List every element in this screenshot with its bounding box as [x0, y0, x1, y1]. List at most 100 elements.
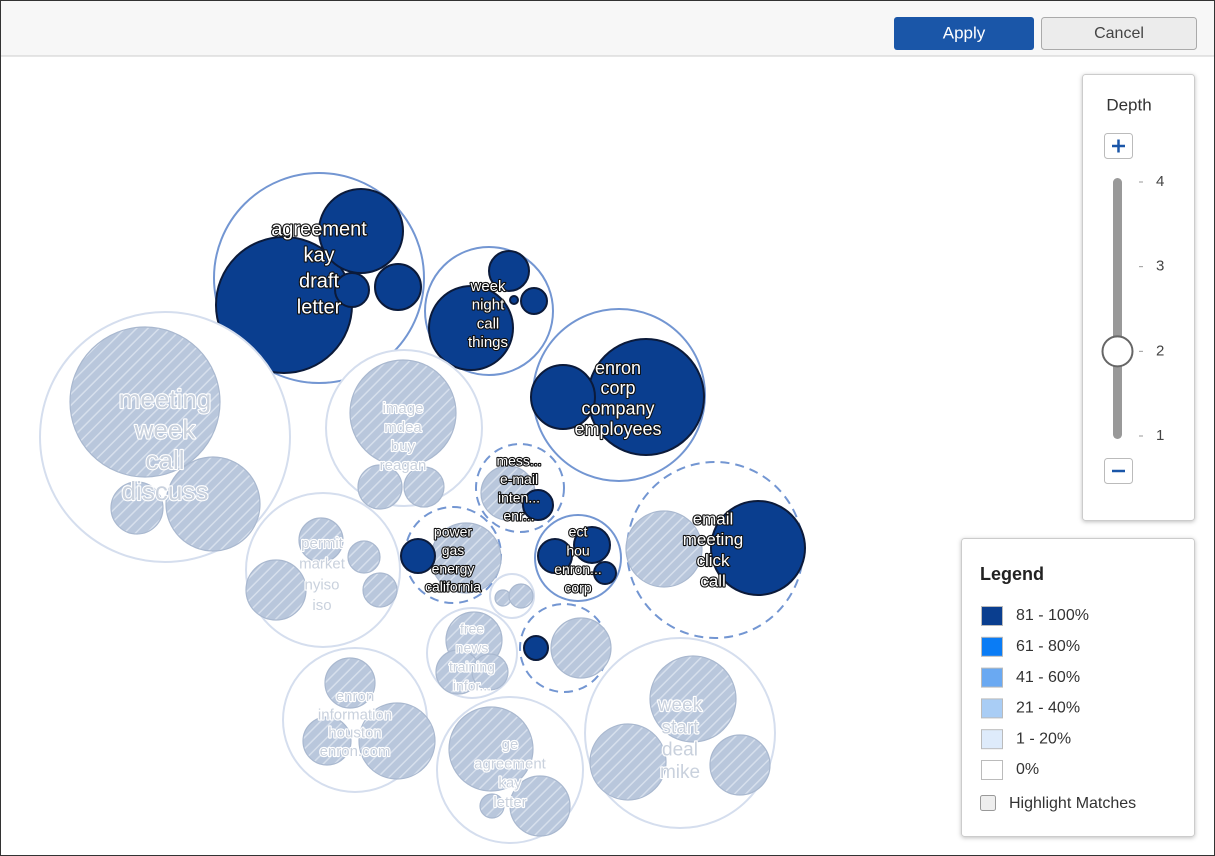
topic-word: ect [569, 524, 588, 540]
topic-bubble [649, 655, 737, 743]
topic-bubble [349, 359, 457, 467]
topic-word: nyiso [304, 576, 339, 593]
slider-track [1113, 178, 1122, 439]
topic-word: inten... [498, 489, 540, 505]
topic-word: call [700, 571, 726, 590]
topic-word: discuss [122, 476, 209, 506]
topic-word: letter [493, 794, 526, 811]
topic-bubble-match [318, 188, 404, 274]
topic-bubble-match [522, 489, 554, 521]
cluster: permit market nyiso iso [245, 492, 401, 648]
topic-word: ge [502, 736, 519, 753]
topic-bubble [69, 326, 221, 478]
topic-bubble [358, 702, 436, 780]
topic-word: call [145, 445, 184, 475]
topic-word: gas [442, 542, 465, 558]
topic-word: mdea [384, 419, 422, 436]
topic-word: houston [328, 725, 381, 742]
topic-word: free [460, 621, 484, 637]
cluster: agreement kay draft letter [213, 172, 425, 384]
topic-word: draft [299, 270, 339, 292]
topic-bubble [302, 716, 352, 766]
topic-bubble-match [523, 635, 549, 661]
topic-bubble [324, 657, 376, 709]
topic-bubble [709, 734, 771, 796]
topic-bubble-match [537, 538, 573, 574]
topic-word: email [693, 509, 734, 528]
cancel-button[interactable] [1041, 17, 1197, 50]
legend-swatch [981, 729, 1003, 750]
topic-word: california [425, 579, 481, 595]
topic-word: corp [600, 378, 635, 398]
topic-word: agreement [474, 755, 547, 772]
topic-word: agreement [271, 218, 367, 240]
topic-bubble [110, 481, 164, 535]
topic-word: mike [660, 762, 700, 783]
plus-icon [1112, 139, 1125, 153]
legend-swatch [981, 760, 1003, 780]
topic-word: enron.com [320, 743, 391, 760]
topic-bubble [508, 583, 534, 609]
topic-bubble [357, 464, 403, 510]
topic-bubble [362, 572, 398, 608]
topic-bubble-match [710, 500, 806, 596]
cluster: power gas energy california [400, 506, 502, 604]
topic-word: week [134, 415, 197, 445]
topic-word: enron [595, 358, 641, 378]
depth-panel [1082, 74, 1195, 521]
cancel-label: Cancel [1094, 25, 1144, 42]
topic-word: things [468, 334, 508, 351]
legend-swatch [981, 667, 1003, 688]
topic-word: infor... [453, 678, 491, 694]
topic-bubble [471, 653, 509, 691]
topic-word: deal [662, 740, 698, 761]
topic-word: letter [297, 296, 342, 318]
topic-word: start [662, 717, 700, 738]
depth-tick-label: 1 [1156, 427, 1164, 444]
legend-label: 0% [1016, 761, 1039, 778]
legend-label: 41 - 60% [1016, 669, 1080, 686]
legend-label: 61 - 80% [1016, 638, 1080, 655]
topic-word: information [318, 706, 392, 723]
topic-bubble-match [428, 285, 514, 371]
topic-word: market [299, 556, 346, 573]
legend-items: 81 - 100% 61 - 80% 41 - 60% 21 - 40% 1 - 20%… [981, 606, 1089, 780]
topic-bubble [479, 793, 505, 819]
topic-word: enron [336, 688, 374, 705]
topic-bubble [625, 510, 703, 588]
topic-word: night [472, 297, 505, 314]
topic-word: week [469, 278, 506, 295]
topic-word: meeting [119, 384, 212, 414]
highlight-label: Highlight Matches [1009, 795, 1136, 812]
topic-word: meeting [683, 530, 743, 549]
legend-swatch [981, 636, 1003, 657]
topic-bubble [403, 466, 445, 508]
highlight-checkbox[interactable] [980, 795, 996, 811]
topic-word: training [449, 659, 495, 675]
depth-scale: 4 3 2 1 [1101, 173, 1164, 444]
topic-word: company [581, 398, 654, 418]
topic-word: buy [391, 438, 416, 455]
topic-word: power [434, 524, 472, 540]
depth-tick-label: 2 [1156, 342, 1164, 359]
apply-button[interactable] [894, 17, 1034, 50]
legend-swatch [981, 606, 1003, 626]
topic-bubble [448, 706, 534, 792]
topic-word: week [657, 695, 703, 716]
topic-word: enron... [554, 561, 601, 577]
topic-bubble-match [520, 287, 548, 315]
legend-swatch [981, 698, 1003, 719]
topic-bubble-match [334, 272, 370, 308]
topic-word: corp [564, 580, 591, 596]
apply-label: Apply [943, 23, 986, 42]
cluster: ge agreement kay letter [436, 696, 584, 844]
legend-title: Legend [980, 564, 1044, 584]
topic-word: click [696, 551, 730, 570]
cluster: ect hou enron... corp [534, 514, 622, 602]
topic-word: image [383, 400, 424, 417]
topic-bubble [550, 617, 612, 679]
